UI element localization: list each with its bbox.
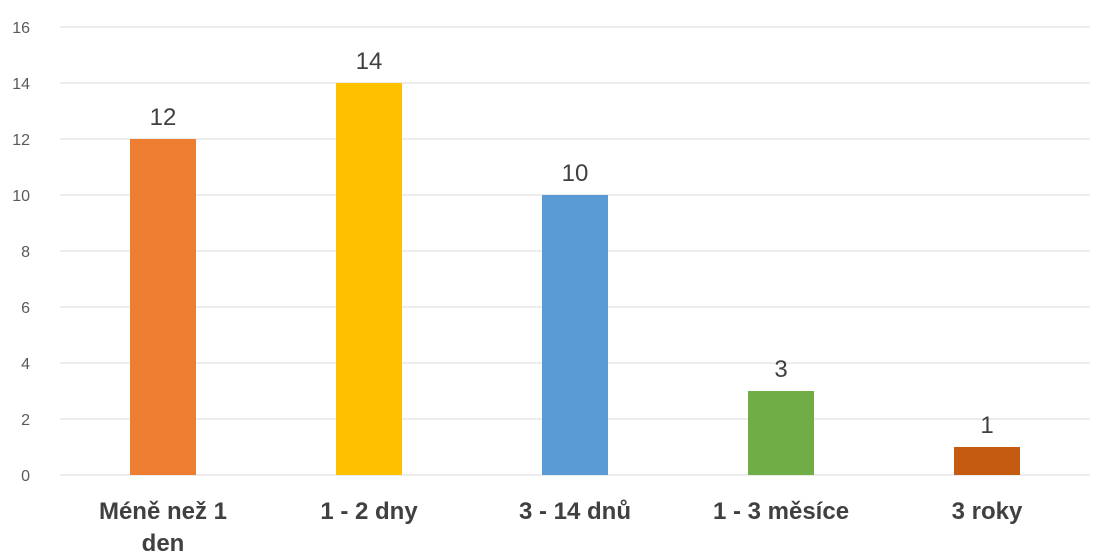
y-tick-label: 0 [21,468,30,485]
data-label: 3 [774,356,787,383]
y-tick-label: 10 [12,188,30,205]
y-tick-label: 8 [21,244,30,261]
category-label: 3 roky [952,498,1023,525]
category-label: 1 - 3 měsíce [713,498,849,525]
category-label: 1 - 2 dny [320,498,418,525]
y-tick-label: 6 [21,300,30,317]
data-label: 12 [150,104,177,131]
data-label: 14 [356,48,383,75]
y-tick-label: 2 [21,412,30,429]
bar [130,139,196,475]
category-label: Méně než 1 [99,498,227,525]
bar [748,391,814,475]
bar [336,83,402,475]
y-tick-label: 4 [21,356,30,373]
category-label: 3 - 14 dnů [519,498,631,525]
bar [954,447,1020,475]
y-tick-label: 16 [12,20,30,37]
y-tick-label: 12 [12,132,30,149]
bar [542,195,608,475]
data-label: 10 [562,160,589,187]
y-tick-label: 14 [12,76,30,93]
category-label: den [142,530,185,554]
data-label: 1 [980,412,993,439]
